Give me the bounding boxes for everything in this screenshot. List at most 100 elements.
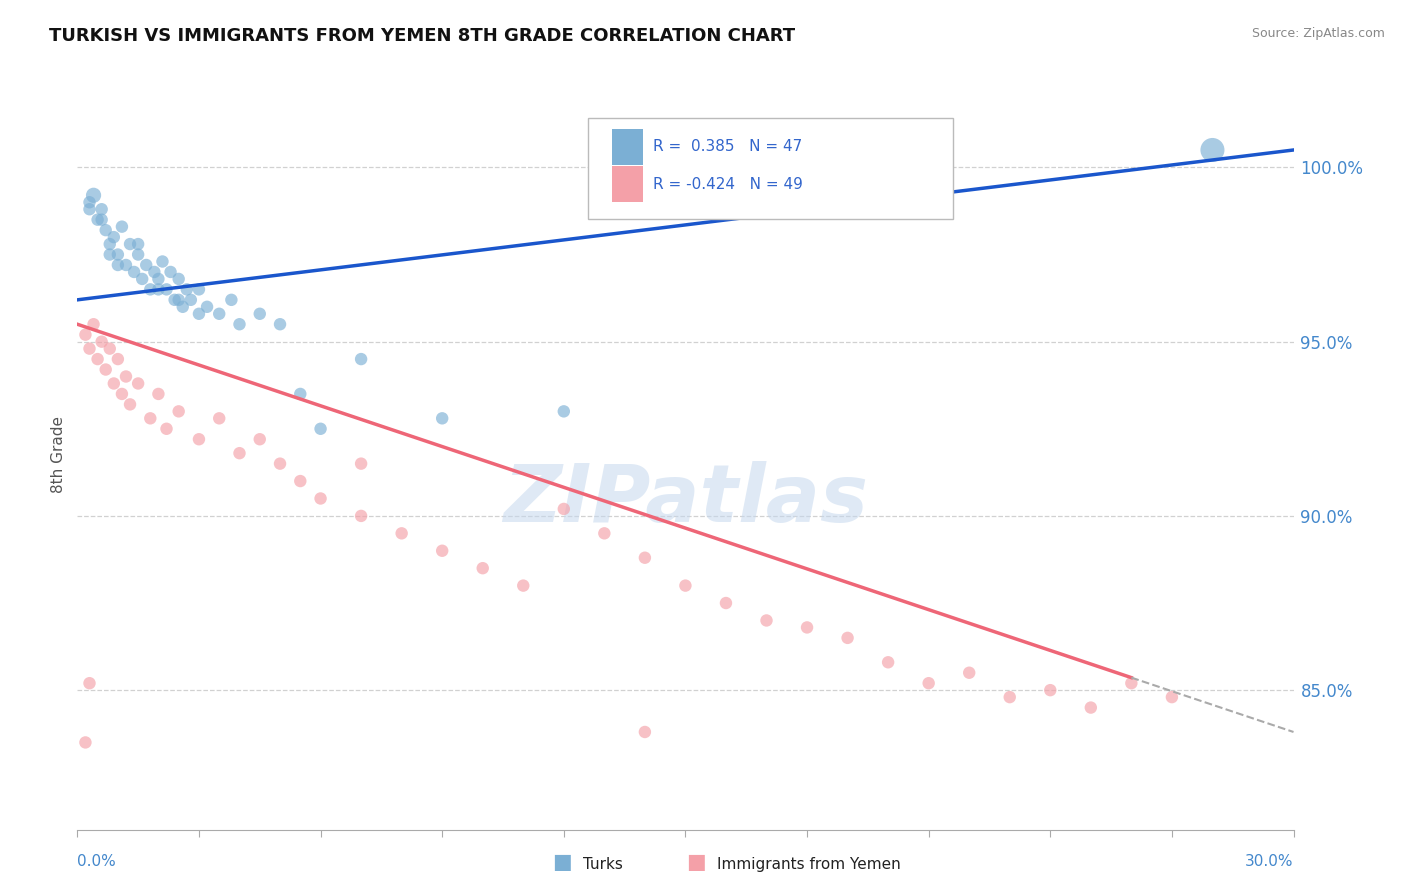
Point [675, 579, 697, 593]
Point [111, 387, 134, 401]
Point [634, 725, 657, 739]
Point [118, 397, 141, 411]
Point [122, 265, 145, 279]
Point [249, 307, 271, 321]
Point [148, 272, 170, 286]
Point [391, 526, 413, 541]
Point [79, 676, 101, 690]
Point [249, 432, 271, 446]
Point [195, 300, 218, 314]
Point [75, 327, 97, 342]
Point [918, 676, 941, 690]
Point [127, 237, 149, 252]
Point [796, 620, 818, 634]
Point [172, 300, 194, 314]
Point [176, 282, 198, 296]
Point [79, 202, 101, 217]
Point [998, 690, 1021, 705]
Point [877, 655, 900, 669]
Point [1121, 676, 1143, 690]
Point [228, 446, 250, 460]
Point [75, 735, 97, 749]
Point [269, 457, 291, 471]
Point [167, 404, 190, 418]
Text: TURKISH VS IMMIGRANTS FROM YEMEN 8TH GRADE CORRELATION CHART: TURKISH VS IMMIGRANTS FROM YEMEN 8TH GRA… [49, 27, 796, 45]
Point [471, 561, 494, 575]
Point [155, 282, 177, 296]
Point [755, 614, 778, 628]
Point [208, 307, 231, 321]
Point [152, 254, 174, 268]
Point [188, 432, 211, 446]
Text: ■: ■ [553, 853, 572, 872]
Point [143, 265, 166, 279]
Point [148, 282, 170, 296]
Point [135, 258, 157, 272]
Text: Turks: Turks [583, 857, 623, 872]
Point [148, 387, 170, 401]
Point [1080, 700, 1102, 714]
Point [94, 223, 117, 237]
Point [131, 272, 153, 286]
Point [553, 502, 575, 516]
Point [139, 282, 162, 296]
Point [290, 387, 312, 401]
Point [350, 457, 373, 471]
Point [957, 665, 980, 680]
Point [634, 550, 657, 565]
Point [107, 247, 129, 261]
Point [290, 474, 312, 488]
Point [127, 376, 149, 391]
Point [83, 317, 105, 331]
Point [837, 631, 859, 645]
Text: ■: ■ [686, 853, 706, 872]
Point [103, 230, 125, 244]
Text: 30.0%: 30.0% [1246, 854, 1294, 869]
Bar [613, 129, 643, 165]
Text: Source: ZipAtlas.com: Source: ZipAtlas.com [1251, 27, 1385, 40]
Point [98, 342, 121, 356]
Point [86, 352, 108, 367]
Point [79, 195, 101, 210]
Point [208, 411, 231, 425]
Y-axis label: 8th Grade: 8th Grade [51, 417, 66, 493]
Point [107, 352, 129, 367]
Point [115, 369, 138, 384]
Point [83, 188, 105, 202]
Point [115, 258, 138, 272]
Text: 0.0%: 0.0% [77, 854, 117, 869]
Text: ZIPatlas: ZIPatlas [503, 461, 868, 539]
Point [90, 212, 112, 227]
Point [103, 376, 125, 391]
Point [163, 293, 186, 307]
Point [167, 293, 190, 307]
Point [593, 526, 616, 541]
Point [512, 579, 534, 593]
FancyBboxPatch shape [588, 118, 953, 219]
Point [350, 352, 373, 367]
Point [94, 362, 117, 376]
Point [167, 272, 190, 286]
Point [188, 282, 211, 296]
Point [430, 411, 453, 425]
Point [127, 247, 149, 261]
Point [228, 317, 250, 331]
Point [111, 219, 134, 234]
Text: R = -0.424   N = 49: R = -0.424 N = 49 [652, 177, 803, 192]
Text: R =  0.385   N = 47: R = 0.385 N = 47 [652, 139, 801, 154]
Point [309, 422, 332, 436]
Point [139, 411, 162, 425]
Point [98, 237, 121, 252]
Point [86, 212, 108, 227]
Point [180, 293, 202, 307]
Point [155, 422, 177, 436]
Point [1201, 143, 1223, 157]
Point [269, 317, 291, 331]
Bar [613, 167, 643, 202]
Point [98, 247, 121, 261]
Text: Immigrants from Yemen: Immigrants from Yemen [717, 857, 901, 872]
Point [118, 237, 141, 252]
Point [159, 265, 181, 279]
Point [553, 404, 575, 418]
Point [309, 491, 332, 506]
